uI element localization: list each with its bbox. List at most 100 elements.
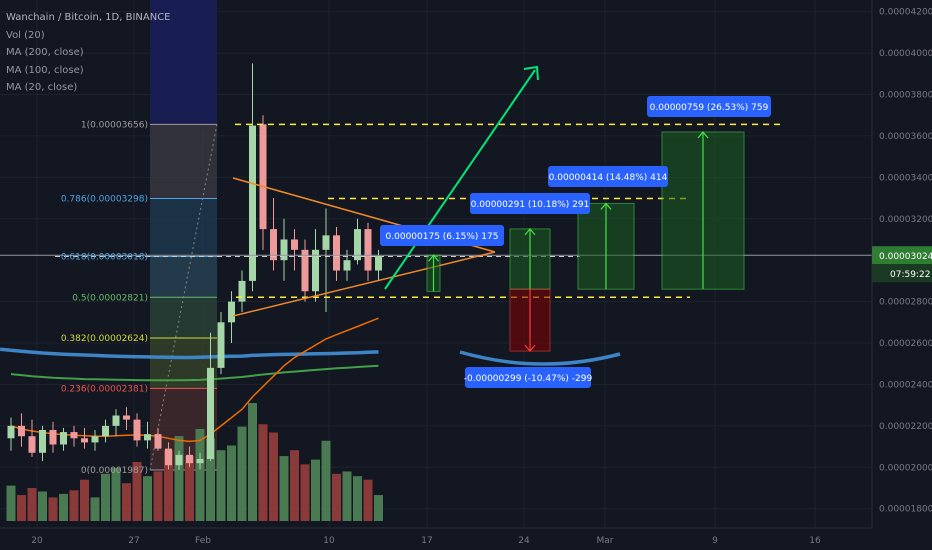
candle-body[interactable]: [49, 430, 57, 445]
candle-body[interactable]: [196, 458, 204, 464]
price-tick: 0.00003400: [879, 173, 932, 183]
volume-bar: [164, 450, 173, 521]
candle-body[interactable]: [301, 249, 309, 292]
measure-callout-text: 0.00000291 (10.18%) 291: [471, 200, 590, 210]
measure-callouts: 0.00000175 (6.15%) 175 0.00000291 (10.18%…: [380, 96, 771, 388]
candle-body[interactable]: [112, 415, 120, 426]
legend-vol[interactable]: Vol (20): [6, 29, 45, 41]
legend-ma20[interactable]: MA (20, close): [6, 82, 78, 93]
measure-callout: [548, 166, 668, 187]
price-tick: 0.00003800: [879, 91, 932, 101]
volume-bar: [321, 440, 331, 521]
volume-bar: [101, 473, 110, 521]
candle-body[interactable]: [154, 434, 162, 449]
price-tick: 0.00004000: [879, 49, 932, 59]
price-tick: 0.00002400: [879, 380, 932, 390]
volume-bar: [38, 491, 47, 521]
candle-body[interactable]: [207, 367, 214, 459]
volume-bar: [269, 432, 278, 521]
candle-body[interactable]: [60, 432, 67, 445]
time-tick: 16: [809, 536, 821, 546]
triangle-lower-line: [232, 251, 496, 317]
volume-bar: [332, 473, 341, 521]
candle-body[interactable]: [133, 419, 141, 441]
time-tick: 20: [31, 536, 43, 546]
volume-bar: [153, 471, 163, 521]
volume-bar: [69, 490, 79, 521]
candle-body[interactable]: [322, 235, 330, 250]
candle-body[interactable]: [375, 256, 382, 271]
fib-zone: [150, 198, 217, 257]
candle-body[interactable]: [312, 249, 319, 292]
candle-body[interactable]: [123, 415, 130, 420]
ma200-line: [10, 348, 379, 360]
price-tick: 0.00004200: [879, 8, 932, 18]
time-tick: 24: [518, 536, 530, 546]
ma100-line: [10, 364, 379, 382]
candle-body[interactable]: [144, 434, 151, 441]
candle-body[interactable]: [7, 425, 15, 439]
candle-body[interactable]: [291, 239, 298, 250]
candle-body[interactable]: [186, 454, 193, 464]
fib-label: 0.5(0.00002821): [72, 293, 148, 303]
moving-averages: [0, 317, 379, 443]
candle-body[interactable]: [217, 322, 225, 368]
arrow-head: [523, 65, 539, 81]
candle-body[interactable]: [238, 280, 246, 302]
volume-bar: [6, 485, 16, 521]
candle-body[interactable]: [18, 425, 25, 437]
breakout-arrow: [384, 69, 536, 290]
fib-zone: [150, 256, 217, 298]
candle-body[interactable]: [91, 436, 99, 443]
measure-callout-text: 0.00000759 (26.53%) 759: [650, 103, 769, 113]
measure-callout: [470, 193, 590, 214]
volume-bar: [59, 493, 68, 521]
fib-label: 0.236(0.00002381): [61, 384, 148, 394]
price-tick: 0.00001800: [879, 505, 932, 515]
measure-box-4-arrowhead: [697, 131, 709, 139]
fib-label: 0.618(0.00003018): [61, 252, 148, 262]
legend-ma200[interactable]: MA (200, close): [6, 47, 84, 58]
volume-bar: [206, 438, 215, 521]
candle-body[interactable]: [175, 454, 183, 466]
ma200-line: [0, 347, 12, 353]
time-tick: Feb: [195, 536, 211, 546]
volume-bars: [6, 403, 383, 521]
candle-body[interactable]: [228, 301, 235, 323]
candle-body[interactable]: [39, 430, 46, 453]
symbol-title[interactable]: Wanchain / Bitcoin, 1D, BINANCE: [6, 12, 171, 23]
candle-body[interactable]: [333, 235, 340, 271]
volume-bar: [227, 445, 236, 521]
candle-body[interactable]: [280, 239, 288, 261]
candle-body[interactable]: [249, 125, 256, 281]
volume-bar: [111, 467, 121, 521]
volume-bar: [216, 450, 226, 521]
volume-bar: [342, 471, 352, 521]
candle-body[interactable]: [28, 436, 36, 453]
candle-body[interactable]: [343, 260, 351, 271]
volume-bar: [185, 456, 194, 521]
countdown-text: 07:59:22: [890, 270, 930, 280]
fib-label: 0.786(0.00003298): [61, 194, 148, 204]
price-tick: 0.00003200: [879, 215, 932, 225]
time-tick: 17: [421, 536, 432, 546]
fib-zone-top: [150, 0, 217, 125]
measure-box-2-arrowhead: [524, 227, 536, 236]
volume-bar: [132, 462, 142, 521]
candle-body[interactable]: [165, 448, 172, 466]
candle-body[interactable]: [81, 438, 88, 443]
candle-body[interactable]: [364, 229, 372, 271]
volume-bar: [363, 479, 373, 521]
candle-body[interactable]: [354, 229, 361, 261]
candle-body[interactable]: [70, 432, 78, 439]
candle-body[interactable]: [259, 124, 267, 230]
time-tick: Mar: [597, 536, 614, 546]
candle-body[interactable]: [270, 229, 277, 261]
legend-ma100[interactable]: MA (100, close): [6, 64, 84, 76]
candles[interactable]: [7, 63, 383, 470]
candle-body[interactable]: [102, 425, 109, 437]
volume-bar: [122, 483, 131, 521]
measure-callout-text: 0.00000175 (6.15%) 175: [386, 232, 499, 242]
